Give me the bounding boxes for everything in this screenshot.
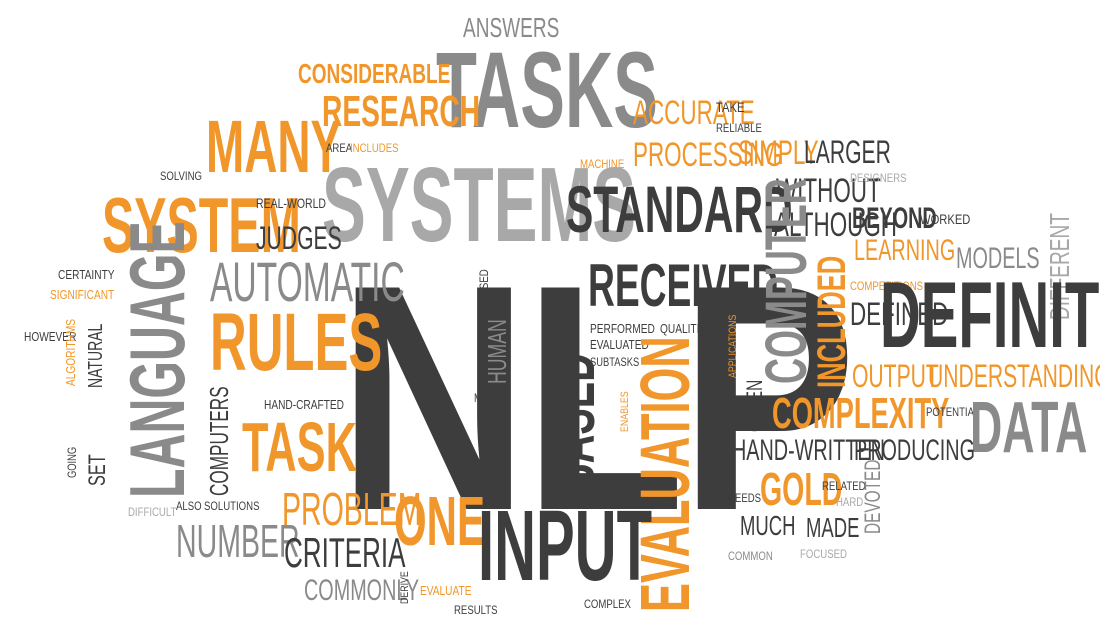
word-subtasks: SUBTASKS: [590, 355, 640, 369]
word-defined: SET: [84, 454, 111, 486]
word-much: MUCH: [740, 510, 796, 541]
word-learning: LEARNING: [854, 234, 956, 267]
word-output: OUTPUT: [852, 358, 939, 394]
word-reliable: RELIABLE: [716, 121, 762, 135]
word-complexity: COMPLEXITY: [772, 389, 950, 438]
word-evaluated: EVALUATED: [590, 337, 649, 352]
word-one: ONE: [394, 482, 486, 560]
word-rules: RULES: [210, 297, 383, 388]
word-potential: POTENTIAL: [926, 405, 980, 419]
word-derive: DERIVE: [399, 571, 411, 604]
word-simply: SIMPLY: [738, 134, 819, 172]
word-hard: HARD: [836, 495, 864, 509]
word-going: COMPETITIONS: [850, 279, 924, 293]
word-real-world: REAL-WORLD: [256, 195, 327, 211]
word-models: MODELS: [956, 242, 1040, 275]
word-system: SYSTEM: [102, 181, 301, 269]
word-problem: PROBLEM: [282, 483, 422, 535]
word-complex: COMPLEX: [584, 597, 631, 611]
word-includes: INCLUDES: [350, 141, 399, 155]
word-devoted: DEVOTED: [860, 459, 885, 534]
word-take: TAKE: [716, 99, 745, 115]
word-also: ALSO: [176, 499, 202, 513]
word-hand-written: HAND-WRITTEN: [732, 434, 885, 467]
word-algorithms: INCLUDED: [810, 255, 854, 388]
word-criteria: CRITERIA: [284, 529, 406, 576]
word-many: MANY: [206, 105, 342, 188]
word-competitions: GOING: [65, 446, 79, 478]
word-related: RELATED: [822, 479, 866, 493]
word-producing: PRODUCING: [854, 434, 976, 467]
word-automatic: AUTOMATIC: [210, 250, 405, 313]
word-computer: NATURAL: [85, 323, 107, 388]
word-beyond: BEYOND: [852, 202, 937, 235]
word-performed: PERFORMED: [590, 321, 655, 336]
word-enables: ENABLES: [619, 391, 631, 432]
word-systems: SYSTEMS: [322, 146, 637, 264]
word-received: HOWEVER: [24, 329, 77, 344]
word-commonly: COMMONLY: [304, 574, 420, 607]
word-larger: LARGER: [804, 134, 891, 170]
word-computers: COMPUTERS: [204, 386, 234, 496]
word-language: LANGUAGE: [113, 221, 201, 498]
word-included: ALGORITHMS: [63, 318, 78, 386]
word-metric: METRIC: [474, 391, 511, 405]
word-made: MADE: [806, 512, 860, 543]
word-task: TASK: [242, 408, 357, 486]
word-research: RESEARCH: [322, 87, 481, 136]
word-set: DEFINED: [850, 296, 949, 332]
word-tasks: TASKS: [436, 29, 658, 150]
word-worked: WORKED: [920, 211, 971, 227]
word-significant: SIGNIFICANT: [50, 287, 115, 302]
word-needs: NEEDS: [728, 491, 762, 505]
word-area: AREA: [326, 141, 353, 155]
word-qualities: QUALITIES: [660, 321, 713, 336]
word-focused: FOCUSED: [800, 547, 847, 561]
word-accurate: ACCURATE: [633, 94, 755, 132]
word-machine: MACHINE: [580, 157, 625, 171]
word-based: BASED: [536, 353, 608, 492]
word-although: ALTHOUGH: [774, 206, 898, 244]
word-however: RECEIVED: [588, 252, 779, 319]
word-solving: SOLVING: [160, 169, 202, 183]
word-answers: ANSWERS: [463, 12, 560, 43]
word-without: WITHOUT: [776, 172, 881, 210]
word-human: DEFINITION: [880, 262, 1100, 367]
word-considerable: CONSIDERABLE: [298, 58, 451, 89]
word-nlp: NLP: [338, 219, 856, 578]
word-natural: COMPUTER: [754, 178, 819, 384]
word-difficult: DIFFICULT: [128, 505, 177, 519]
word-common: COMMON: [728, 549, 773, 563]
word-often: OFTEN: [742, 379, 767, 432]
word-understanding: UNDERSTANDING: [928, 358, 1100, 394]
word-used: USED: [477, 269, 491, 296]
word-number: NUMBER: [176, 515, 300, 567]
word-thus: THUS: [700, 323, 728, 338]
word-applications: APPLICATIONS: [727, 314, 739, 378]
word-processing: PROCESSING: [633, 136, 783, 174]
word-results: RESULTS: [454, 603, 498, 617]
word-solutions: SOLUTIONS: [204, 499, 260, 513]
word-designers: DESIGNERS: [850, 171, 907, 185]
word-evaluate: EVALUATE: [420, 583, 472, 598]
word-judges: JUDGES: [256, 220, 342, 256]
word-definition: HUMAN: [482, 319, 512, 384]
word-hand-crafted: HAND-CRAFTED: [264, 397, 344, 412]
word-input: INPUT: [478, 490, 652, 602]
word-gold: GOLD: [760, 463, 843, 515]
word-certainty: CERTAINTY: [58, 267, 115, 282]
word-standard: STANDARD: [566, 172, 793, 246]
word-data: DATA: [970, 388, 1088, 468]
